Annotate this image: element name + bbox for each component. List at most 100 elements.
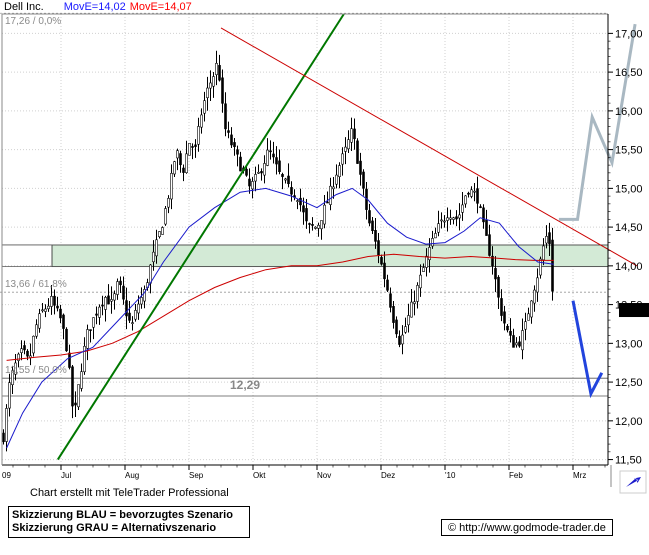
candle-body-28 xyxy=(86,329,89,349)
candle-body-10 xyxy=(32,335,35,354)
ma-label-0: MovE=14,02 xyxy=(64,1,126,13)
candle-body-1 xyxy=(5,408,8,442)
candle-body-169 xyxy=(509,330,512,336)
candle-body-130 xyxy=(392,306,395,323)
scenario-sketches xyxy=(558,23,637,399)
candle-body-68 xyxy=(206,87,209,99)
candle-body-138 xyxy=(416,285,419,302)
candlesticks xyxy=(2,50,554,452)
candle-body-132 xyxy=(398,335,401,345)
candle-body-40 xyxy=(122,285,125,300)
candle-body-164 xyxy=(494,268,497,280)
candle-body-123 xyxy=(371,220,374,232)
candle-body-11 xyxy=(35,324,38,337)
candle-body-183 xyxy=(551,239,554,292)
candle-body-111 xyxy=(335,174,338,185)
candle-body-16 xyxy=(50,296,53,307)
candle-body-110 xyxy=(332,186,335,190)
trend-arrow-icon xyxy=(626,477,641,487)
x-tick-label: Jul xyxy=(61,471,71,480)
candle-body-158 xyxy=(476,188,479,204)
candle-body-147 xyxy=(443,220,446,223)
candle-body-127 xyxy=(383,262,386,280)
candle-body-44 xyxy=(134,310,137,320)
candle-body-170 xyxy=(512,335,515,348)
candle-body-133 xyxy=(401,334,404,345)
candle-body-152 xyxy=(458,214,461,219)
candle-body-52 xyxy=(158,231,161,238)
candle-body-96 xyxy=(290,187,293,195)
x-tick-label: Dez xyxy=(381,471,395,480)
candle-body-114 xyxy=(344,146,347,152)
candle-body-141 xyxy=(425,255,428,268)
candle-body-104 xyxy=(314,226,317,229)
candle-body-57 xyxy=(173,161,176,175)
current-price-marker xyxy=(619,303,649,318)
candle-body-101 xyxy=(305,208,308,222)
candle-body-122 xyxy=(368,210,371,224)
candle-body-85 xyxy=(257,171,260,174)
moving-average-red xyxy=(6,253,554,361)
trendline-downtrend xyxy=(220,27,638,267)
candle-body-86 xyxy=(260,171,263,174)
candle-body-21 xyxy=(65,328,68,352)
chart-credit: Chart erstellt mit TeleTrader Profession… xyxy=(30,487,229,499)
candle-body-73 xyxy=(221,77,224,104)
candle-body-136 xyxy=(410,301,413,318)
candle-body-6 xyxy=(20,348,23,353)
trendlines xyxy=(56,13,638,461)
candle-body-120 xyxy=(362,171,365,189)
candle-body-63 xyxy=(191,146,194,148)
candle-body-17 xyxy=(53,295,56,306)
candle-body-62 xyxy=(188,142,191,156)
candle-body-146 xyxy=(440,219,443,222)
candle-body-98 xyxy=(296,200,299,202)
candle-body-41 xyxy=(125,300,128,317)
candle-body-153 xyxy=(461,204,464,213)
candle-body-129 xyxy=(389,293,392,308)
plot-frame xyxy=(1,13,609,466)
x-tick-label: '10 xyxy=(445,471,456,480)
trendline-uptrend xyxy=(56,13,345,461)
candle-body-7 xyxy=(23,345,26,351)
candle-body-162 xyxy=(488,234,491,256)
candle-body-128 xyxy=(386,279,389,291)
fib-label-0: 17,26 / 0,0% xyxy=(5,16,61,27)
candle-body-159 xyxy=(479,206,482,208)
source-url[interactable]: © http://www.godmode-trader.de xyxy=(441,519,613,536)
candle-body-148 xyxy=(446,217,449,221)
candle-body-13 xyxy=(41,309,44,312)
chart-title: Dell Inc. xyxy=(4,1,44,13)
candle-body-91 xyxy=(275,157,278,165)
candle-body-8 xyxy=(26,350,29,357)
candle-body-32 xyxy=(98,306,101,318)
candle-body-174 xyxy=(524,321,527,330)
candle-body-135 xyxy=(407,315,410,326)
x-tick-label: 09 xyxy=(2,471,11,480)
candle-body-134 xyxy=(404,326,407,333)
candle-body-38 xyxy=(116,281,119,295)
candle-body-168 xyxy=(506,325,509,331)
candle-body-172 xyxy=(518,341,521,347)
moving-average-blue xyxy=(6,187,554,449)
candle-body-118 xyxy=(356,140,359,164)
candle-body-87 xyxy=(263,163,266,176)
scenario-blue-path xyxy=(571,300,604,399)
candle-body-109 xyxy=(329,185,332,205)
y-tick-label: 16,50 xyxy=(615,67,643,79)
candle-body-24 xyxy=(74,402,77,406)
candle-body-139 xyxy=(419,274,422,289)
candle-body-31 xyxy=(95,313,98,316)
candle-body-151 xyxy=(455,216,458,220)
x-tick-label: Feb xyxy=(509,471,523,480)
candle-body-175 xyxy=(527,313,530,321)
candle-body-140 xyxy=(422,267,425,272)
candle-body-176 xyxy=(530,300,533,318)
candle-body-125 xyxy=(377,240,380,256)
candle-body-100 xyxy=(302,205,305,213)
candle-body-107 xyxy=(323,204,326,225)
y-tick-label: 13,00 xyxy=(615,338,643,350)
candle-body-145 xyxy=(437,223,440,233)
support-level-label: 12,29 xyxy=(230,378,260,392)
candle-body-56 xyxy=(170,173,173,200)
